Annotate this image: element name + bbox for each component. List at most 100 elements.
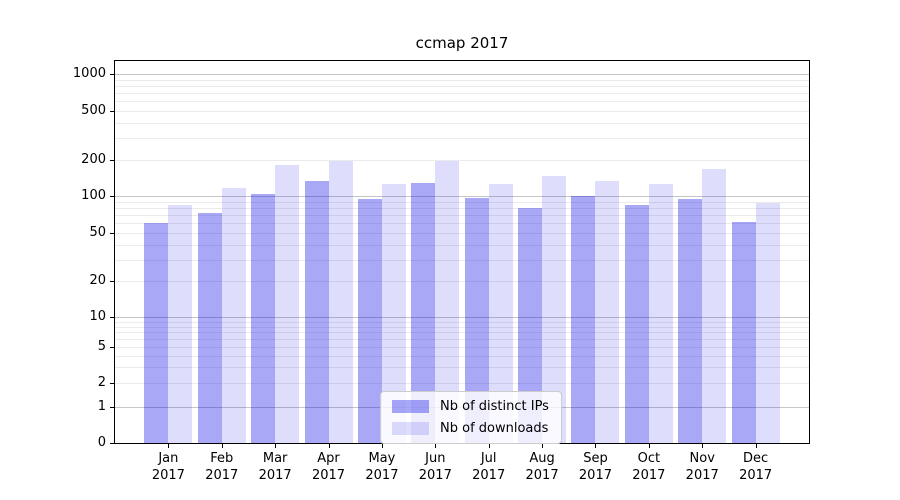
bar-downloads-jan [168, 204, 193, 443]
x-tick-label: Jul 2017 [472, 451, 506, 483]
y-tick-label: 20 [89, 273, 106, 288]
minor-gridline [115, 101, 809, 103]
bar-ips-dec [731, 221, 756, 443]
legend-swatch-distinct-ips [392, 400, 429, 413]
major-gridline [115, 196, 809, 197]
x-tick-mark [328, 444, 330, 448]
minor-gridline [115, 138, 809, 140]
y-tick-mark [110, 196, 114, 197]
x-tick-label: Oct 2017 [632, 451, 666, 483]
bar-downloads-feb [221, 188, 246, 443]
minor-gridline [115, 207, 809, 209]
bar-downloads-nov [702, 169, 727, 443]
x-tick-label: Aug 2017 [525, 451, 559, 483]
minor-gridline [115, 79, 809, 81]
x-tick-mark [755, 444, 757, 448]
y-tick-label: 2 [97, 375, 106, 390]
y-tick-mark [110, 111, 114, 112]
minor-gridline [115, 332, 809, 334]
x-tick-mark [275, 444, 277, 448]
y-tick-mark [110, 317, 114, 318]
minor-gridline [115, 111, 809, 112]
minor-gridline [115, 259, 809, 261]
bar-ips-nov [678, 198, 703, 443]
minor-gridline [115, 355, 809, 357]
y-tick-label: 500 [81, 103, 106, 118]
y-tick-mark [110, 281, 114, 282]
x-tick-mark [648, 444, 650, 448]
x-tick-mark [435, 444, 437, 448]
legend-label-downloads: Nb of downloads [440, 421, 549, 436]
x-tick-label: Apr 2017 [311, 451, 346, 483]
x-tick-mark [488, 444, 490, 448]
legend-item-distinct-ips: Nb of distinct IPs [392, 399, 549, 414]
minor-gridline [115, 122, 809, 124]
y-tick-label: 1 [97, 399, 106, 414]
bar-ips-feb [197, 212, 222, 443]
plot-area [114, 60, 810, 444]
major-gridline [115, 74, 809, 75]
y-tick-mark [110, 160, 114, 161]
legend-swatch-downloads [392, 422, 429, 435]
x-tick-mark [381, 444, 383, 448]
bar-ips-jan [144, 223, 169, 443]
bar-downloads-apr [328, 161, 353, 443]
minor-gridline [115, 339, 809, 341]
x-tick-label: Jun 2017 [418, 451, 452, 483]
y-tick-label: 0 [97, 435, 106, 450]
y-tick-mark [110, 233, 114, 234]
y-tick-label: 1000 [72, 66, 106, 81]
bar-downloads-mar [275, 165, 300, 443]
bar-ips-mar [251, 193, 276, 443]
y-tick-mark [110, 407, 114, 408]
y-tick-label: 10 [89, 309, 106, 324]
bar-ips-oct [624, 204, 649, 443]
x-tick-label: Feb 2017 [205, 451, 239, 483]
x-tick-mark [221, 444, 223, 448]
y-tick-mark [110, 383, 114, 384]
minor-gridline [115, 85, 809, 87]
bar-downloads-sep [595, 181, 620, 443]
x-tick-mark [542, 444, 544, 448]
y-tick-mark [110, 74, 114, 75]
bar-ips-apr [304, 180, 329, 443]
x-tick-label: Nov 2017 [685, 451, 719, 483]
minor-gridline [115, 215, 809, 217]
y-tick-label: 5 [97, 339, 106, 354]
minor-gridline [115, 321, 809, 323]
x-tick-label: Mar 2017 [258, 451, 292, 483]
minor-gridline [115, 93, 809, 95]
minor-gridline [115, 281, 809, 282]
minor-gridline [115, 347, 809, 348]
minor-gridline [115, 326, 809, 328]
minor-gridline [115, 367, 809, 369]
chart-title: ccmap 2017 [415, 34, 509, 52]
y-tick-label: 200 [81, 152, 106, 167]
x-tick-label: Dec 2017 [739, 451, 773, 483]
bar-downloads-dec [755, 202, 780, 443]
x-tick-label: Sep 2017 [578, 451, 612, 483]
major-gridline [115, 317, 809, 318]
x-tick-mark [168, 444, 170, 448]
minor-gridline [115, 233, 809, 234]
minor-gridline [115, 383, 809, 384]
minor-gridline [115, 223, 809, 225]
minor-gridline [115, 201, 809, 203]
minor-gridline [115, 160, 809, 161]
bar-ips-sep [571, 196, 596, 443]
x-tick-label: Jan 2017 [151, 451, 185, 483]
legend: Nb of distinct IPs Nb of downloads [380, 391, 562, 444]
y-tick-label: 50 [89, 225, 106, 240]
y-tick-mark [110, 443, 114, 444]
x-tick-label: May 2017 [365, 451, 399, 483]
x-tick-mark [702, 444, 704, 448]
legend-label-distinct-ips: Nb of distinct IPs [440, 399, 549, 414]
bar-downloads-oct [648, 184, 673, 443]
x-tick-mark [595, 444, 597, 448]
minor-gridline [115, 244, 809, 246]
y-tick-label: 100 [81, 188, 106, 203]
y-tick-mark [110, 347, 114, 348]
legend-item-downloads: Nb of downloads [392, 421, 549, 436]
bar-ips-may [357, 199, 382, 443]
